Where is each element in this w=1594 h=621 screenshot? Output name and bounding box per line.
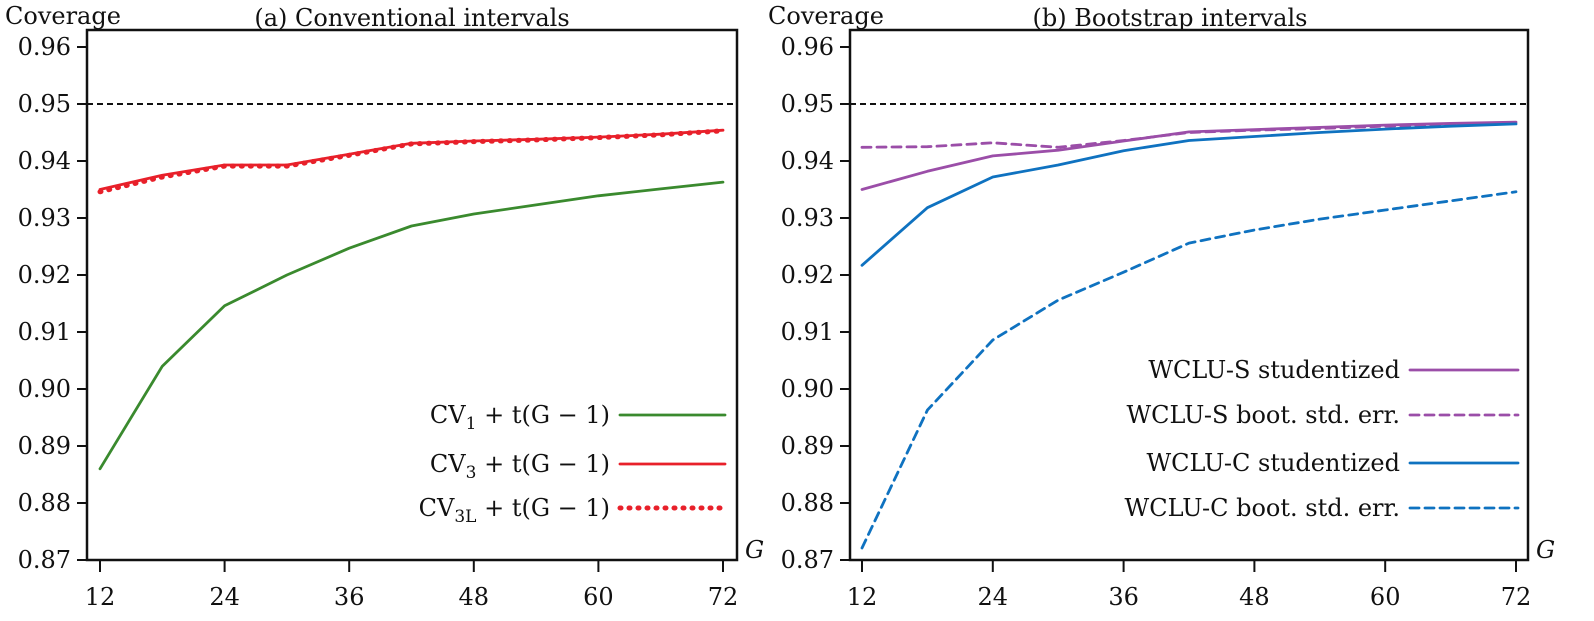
series-line <box>860 190 1518 550</box>
legend-label-rest: + t(G − 1) <box>476 401 610 429</box>
legend-label-rest: + t(G − 1) <box>476 450 610 478</box>
chart-title: (a) Conventional intervals <box>254 4 569 32</box>
legend-label: WCLU-S boot. std. err. <box>1126 401 1400 429</box>
y-axis-label: Coverage <box>768 2 884 30</box>
y-tick-label: 0.92 <box>781 261 834 289</box>
panel-b: 0.87 0.88 0.89 0.90 0.91 0.92 0.93 0.94 0.95 0.96… <box>768 2 1555 611</box>
legend-label-base: WCLU-S boot. std. err. <box>1126 401 1400 429</box>
y-tick-label: 0.90 <box>18 375 71 403</box>
y-tick-label: 0.96 <box>18 33 71 61</box>
legend-label: CV3L + t(G − 1) <box>419 494 610 527</box>
x-tick-label: 72 <box>708 583 739 611</box>
x-tick-label: 24 <box>209 583 240 611</box>
series-line <box>860 120 1518 191</box>
plot-frame <box>85 28 739 562</box>
x-tick-label: 24 <box>978 583 1009 611</box>
y-tick-label: 0.89 <box>781 432 834 460</box>
series-line <box>860 122 1518 149</box>
y-tick-label: 0.95 <box>781 90 834 118</box>
y-tick-label: 0.88 <box>18 489 71 517</box>
plot-frame <box>848 28 1530 562</box>
y-tick-label: 0.94 <box>781 147 834 175</box>
legend-label-base: WCLU-C studentized <box>1146 449 1400 477</box>
x-tick-label: 48 <box>459 583 490 611</box>
series-line <box>860 122 1518 267</box>
y-axis-label: Coverage <box>5 2 121 30</box>
chart-title: (b) Bootstrap intervals <box>1033 4 1308 32</box>
x-axis-label: G <box>1536 536 1555 564</box>
x-tick-label: 36 <box>334 583 365 611</box>
y-tick-label: 0.87 <box>781 546 834 574</box>
series-line <box>98 180 725 471</box>
legend-label-base: CV <box>430 401 466 429</box>
legend-label: CV3 + t(G − 1) <box>430 450 610 483</box>
y-tick-label: 0.93 <box>781 204 834 232</box>
y-tick-label: 0.89 <box>18 432 71 460</box>
x-tick-label: 48 <box>1239 583 1270 611</box>
y-tick-label: 0.90 <box>781 375 834 403</box>
legend-label-base: CV <box>430 450 466 478</box>
legend-label: WCLU-C boot. std. err. <box>1125 494 1400 522</box>
y-tick-label: 0.93 <box>18 204 71 232</box>
y-tick-label: 0.91 <box>781 318 834 346</box>
legend-label: WCLU-C studentized <box>1146 449 1400 477</box>
series-line <box>97 128 726 195</box>
x-tick-label: 12 <box>85 583 116 611</box>
legend-label-subscript: 3 <box>466 463 477 483</box>
x-tick-label: 36 <box>1108 583 1139 611</box>
legend-label-subscript: 1 <box>466 414 477 434</box>
y-tick-label: 0.96 <box>781 33 834 61</box>
y-tick-label: 0.87 <box>18 546 71 574</box>
legend-label-base: WCLU-S studentized <box>1148 356 1400 384</box>
y-tick-label: 0.88 <box>781 489 834 517</box>
y-tick-label: 0.91 <box>18 318 71 346</box>
x-tick-label: 60 <box>583 583 614 611</box>
x-axis-label: G <box>745 536 764 564</box>
series-line <box>98 128 725 191</box>
x-tick-label: 60 <box>1370 583 1401 611</box>
x-tick-label: 72 <box>1501 583 1532 611</box>
x-tick-label: 12 <box>847 583 878 611</box>
legend-label-subscript: 3L <box>454 507 476 527</box>
panel-a: 0.87 0.88 0.89 0.90 0.91 0.92 0.93 0.94 0.95 0.96… <box>5 2 764 611</box>
legend-label-base: WCLU-C boot. std. err. <box>1125 494 1400 522</box>
legend-label-base: CV <box>419 494 455 522</box>
legend-label: CV1 + t(G − 1) <box>430 401 610 434</box>
legend-label-rest: + t(G − 1) <box>476 494 610 522</box>
y-tick-label: 0.92 <box>18 261 71 289</box>
y-tick-label: 0.94 <box>18 147 71 175</box>
legend-label: WCLU-S studentized <box>1148 356 1400 384</box>
y-tick-label: 0.95 <box>18 90 71 118</box>
